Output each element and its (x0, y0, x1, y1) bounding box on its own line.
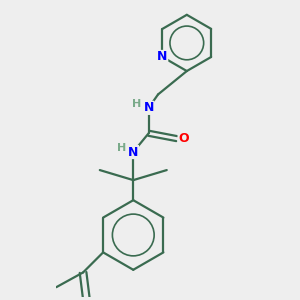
Text: H: H (117, 143, 126, 153)
Text: N: N (143, 101, 154, 114)
Text: N: N (157, 50, 168, 64)
Text: N: N (128, 146, 139, 158)
Text: H: H (132, 99, 141, 109)
Text: O: O (178, 132, 189, 145)
